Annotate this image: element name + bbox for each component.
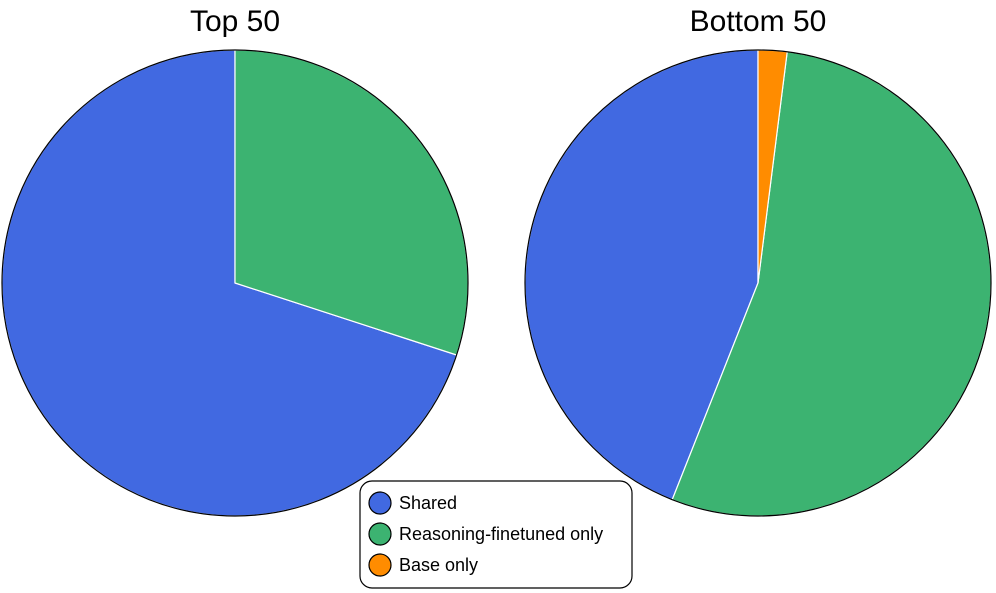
legend-swatch [368, 522, 392, 546]
chart-title: Bottom 50 [690, 5, 827, 38]
chart-title: Top 50 [190, 5, 280, 38]
pie-outline [1, 49, 469, 517]
legend-swatch [368, 491, 392, 515]
legend-label: Shared [399, 493, 457, 513]
pie-outline [524, 49, 992, 517]
legend-label: Base only [399, 555, 478, 575]
legend-box [359, 480, 633, 589]
legend-label: Reasoning-finetuned only [399, 524, 603, 544]
legend-swatch [368, 553, 392, 577]
